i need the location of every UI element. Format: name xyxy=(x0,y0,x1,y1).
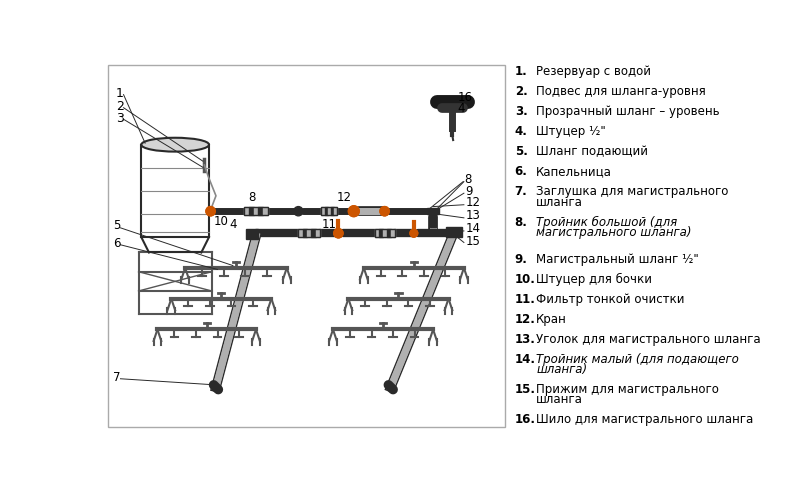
Text: шланга): шланга) xyxy=(536,363,587,376)
Bar xyxy=(446,227,462,237)
Text: Прижим для магистрального: Прижим для магистрального xyxy=(536,383,719,396)
Text: 3: 3 xyxy=(116,112,124,125)
Bar xyxy=(254,207,258,215)
Text: 12: 12 xyxy=(466,196,481,209)
Text: 13: 13 xyxy=(466,209,480,223)
Bar xyxy=(379,229,383,237)
Text: Капельница: Капельница xyxy=(536,166,612,178)
Bar xyxy=(263,207,267,215)
Text: 1.: 1. xyxy=(514,65,527,78)
Bar xyxy=(375,229,394,237)
Text: Прозрачный шланг – уровень: Прозрачный шланг – уровень xyxy=(536,105,720,118)
Text: 14: 14 xyxy=(466,223,481,235)
Text: 2: 2 xyxy=(116,100,124,113)
Text: 10: 10 xyxy=(214,215,229,228)
Text: 12: 12 xyxy=(337,191,352,204)
Text: 7.: 7. xyxy=(514,186,527,199)
Circle shape xyxy=(334,228,343,238)
Text: 3.: 3. xyxy=(514,105,527,118)
Bar xyxy=(258,207,263,215)
Bar xyxy=(387,229,390,237)
Text: Шило для магистрального шланга: Шило для магистрального шланга xyxy=(536,413,754,427)
Text: 5: 5 xyxy=(113,219,120,232)
Text: 6: 6 xyxy=(113,237,120,250)
Text: Магистральный шланг ½": Магистральный шланг ½" xyxy=(536,253,699,266)
Text: 12.: 12. xyxy=(514,313,535,326)
Text: Тройник малый (для подающего: Тройник малый (для подающего xyxy=(536,354,739,366)
Text: Кран: Кран xyxy=(536,313,567,326)
Bar xyxy=(246,228,258,239)
Text: 9.: 9. xyxy=(514,253,527,266)
Text: 7: 7 xyxy=(113,371,120,384)
Bar xyxy=(245,207,267,215)
Text: 4: 4 xyxy=(229,218,237,231)
Bar xyxy=(311,229,315,237)
Text: шланга: шланга xyxy=(536,195,583,208)
Text: шланга: шланга xyxy=(536,393,583,406)
Text: Подвес для шланга-уровня: Подвес для шланга-уровня xyxy=(536,85,706,98)
Text: 11: 11 xyxy=(322,218,337,231)
Text: Штуцер для бочки: Штуцер для бочки xyxy=(536,273,652,286)
Text: Заглушка для магистрального: Заглушка для магистрального xyxy=(536,186,729,199)
Bar xyxy=(322,207,337,215)
Bar xyxy=(108,65,506,427)
Bar xyxy=(383,229,387,237)
Circle shape xyxy=(206,206,215,216)
Bar xyxy=(322,207,325,215)
Text: 8.: 8. xyxy=(514,216,527,228)
Bar xyxy=(298,229,320,237)
Text: 16.: 16. xyxy=(514,413,536,427)
Text: 6.: 6. xyxy=(514,166,527,178)
Circle shape xyxy=(410,229,418,237)
Bar xyxy=(325,207,328,215)
Bar xyxy=(302,229,307,237)
Circle shape xyxy=(349,206,359,217)
Circle shape xyxy=(294,206,303,216)
Text: 5.: 5. xyxy=(514,146,527,158)
Bar xyxy=(245,207,249,215)
Ellipse shape xyxy=(142,138,209,151)
Bar xyxy=(375,229,379,237)
Text: 1: 1 xyxy=(116,87,124,100)
Bar xyxy=(430,214,436,226)
Text: 16: 16 xyxy=(458,91,473,104)
Text: 4: 4 xyxy=(458,102,466,114)
Text: Тройник большой (для: Тройник большой (для xyxy=(536,216,678,228)
Text: магистрального шланга): магистрального шланга) xyxy=(536,225,692,239)
Text: Резервуар с водой: Резервуар с водой xyxy=(536,65,651,78)
Bar xyxy=(298,229,302,237)
Bar xyxy=(390,229,394,237)
Text: 14.: 14. xyxy=(514,354,536,366)
Text: 15.: 15. xyxy=(514,383,536,396)
Text: 4.: 4. xyxy=(514,126,527,138)
Bar xyxy=(427,208,439,214)
Text: Шланг подающий: Шланг подающий xyxy=(536,146,648,158)
Text: 10.: 10. xyxy=(514,273,535,286)
Text: Уголок для магистрального шланга: Уголок для магистрального шланга xyxy=(536,333,761,346)
Text: 13.: 13. xyxy=(514,333,535,346)
Text: 9: 9 xyxy=(466,185,473,198)
Text: Штуцер ½": Штуцер ½" xyxy=(536,126,606,138)
Text: 8: 8 xyxy=(464,173,471,186)
Circle shape xyxy=(380,206,390,216)
Text: 2.: 2. xyxy=(514,85,527,98)
Text: 11.: 11. xyxy=(514,293,535,306)
Text: 15: 15 xyxy=(466,235,480,248)
Text: 8: 8 xyxy=(248,191,256,204)
Bar xyxy=(315,229,320,237)
Bar xyxy=(334,207,337,215)
Bar xyxy=(328,207,330,215)
Bar xyxy=(249,207,254,215)
Bar xyxy=(142,145,209,237)
Bar xyxy=(330,207,334,215)
Text: Фильтр тонкой очистки: Фильтр тонкой очистки xyxy=(536,293,685,306)
Bar xyxy=(307,229,311,237)
